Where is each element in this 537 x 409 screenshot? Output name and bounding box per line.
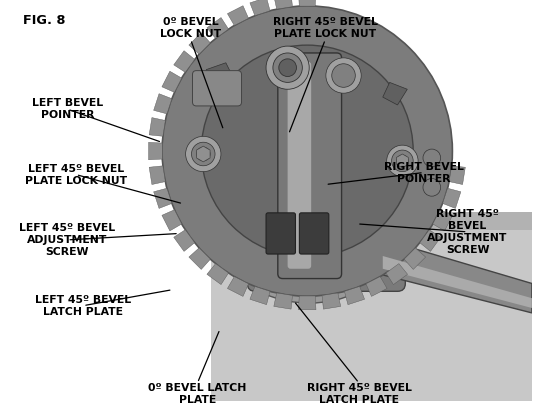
Polygon shape: [174, 51, 195, 72]
Polygon shape: [228, 6, 249, 25]
Circle shape: [423, 149, 441, 167]
Polygon shape: [174, 230, 195, 252]
Polygon shape: [420, 230, 441, 252]
Polygon shape: [211, 220, 532, 401]
Ellipse shape: [182, 19, 437, 303]
Text: RIGHT 45º BEVEL
PLATE LOCK NUT: RIGHT 45º BEVEL PLATE LOCK NUT: [273, 17, 378, 39]
Text: LEFT 45º BEVEL
LATCH PLATE: LEFT 45º BEVEL LATCH PLATE: [35, 295, 131, 317]
Text: RIGHT BEVEL
POINTER: RIGHT BEVEL POINTER: [384, 162, 464, 184]
Polygon shape: [207, 18, 229, 38]
FancyBboxPatch shape: [278, 53, 342, 279]
Polygon shape: [228, 276, 249, 297]
Circle shape: [391, 150, 413, 172]
Text: LEFT BEVEL
POINTER: LEFT BEVEL POINTER: [32, 98, 103, 120]
Polygon shape: [383, 256, 532, 308]
Polygon shape: [322, 293, 340, 309]
Polygon shape: [383, 82, 407, 105]
FancyBboxPatch shape: [288, 62, 311, 269]
Circle shape: [332, 64, 355, 87]
Polygon shape: [149, 142, 162, 160]
FancyBboxPatch shape: [248, 138, 405, 291]
Polygon shape: [344, 286, 365, 305]
Polygon shape: [250, 0, 270, 16]
Text: RIGHT 45º
BEVEL
ADJUSTMENT
SCREW: RIGHT 45º BEVEL ADJUSTMENT SCREW: [427, 209, 508, 255]
Polygon shape: [162, 71, 182, 92]
Polygon shape: [299, 0, 316, 6]
Circle shape: [423, 178, 441, 196]
Polygon shape: [207, 264, 229, 285]
Circle shape: [266, 46, 309, 89]
Circle shape: [186, 136, 221, 172]
Circle shape: [387, 145, 418, 177]
Text: 0º BEVEL LATCH
PLATE: 0º BEVEL LATCH PLATE: [148, 383, 246, 405]
Polygon shape: [299, 296, 316, 310]
Circle shape: [273, 53, 302, 82]
Polygon shape: [206, 63, 236, 89]
Polygon shape: [149, 166, 165, 184]
Polygon shape: [274, 293, 293, 309]
FancyBboxPatch shape: [192, 71, 242, 106]
Polygon shape: [442, 188, 461, 209]
Polygon shape: [197, 146, 210, 162]
Text: FIG. 8: FIG. 8: [23, 14, 65, 27]
Polygon shape: [162, 210, 182, 231]
Polygon shape: [189, 33, 211, 54]
Text: RIGHT 45º BEVEL
LATCH PLATE: RIGHT 45º BEVEL LATCH PLATE: [307, 383, 411, 405]
Text: LEFT 45º BEVEL
PLATE LOCK NUT: LEFT 45º BEVEL PLATE LOCK NUT: [25, 164, 127, 186]
Polygon shape: [396, 154, 408, 168]
FancyBboxPatch shape: [266, 213, 295, 254]
Circle shape: [326, 58, 361, 93]
Circle shape: [279, 59, 296, 76]
Polygon shape: [189, 248, 211, 270]
Polygon shape: [154, 188, 172, 209]
Polygon shape: [366, 276, 387, 297]
Polygon shape: [250, 286, 270, 305]
Circle shape: [201, 45, 413, 257]
Text: LEFT 45º BEVEL
ADJUSTMENT
SCREW: LEFT 45º BEVEL ADJUSTMENT SCREW: [19, 223, 115, 257]
Polygon shape: [449, 166, 466, 184]
Polygon shape: [433, 210, 453, 231]
Polygon shape: [386, 264, 408, 285]
Circle shape: [162, 6, 452, 296]
Circle shape: [396, 155, 408, 167]
Polygon shape: [404, 248, 426, 270]
Bar: [211, 212, 532, 229]
Polygon shape: [154, 94, 172, 114]
Circle shape: [197, 147, 210, 161]
Circle shape: [192, 142, 215, 166]
Polygon shape: [274, 0, 293, 9]
Text: 0º BEVEL
LOCK NUT: 0º BEVEL LOCK NUT: [160, 17, 221, 39]
Polygon shape: [378, 239, 532, 313]
FancyBboxPatch shape: [300, 213, 329, 254]
Polygon shape: [149, 118, 165, 136]
